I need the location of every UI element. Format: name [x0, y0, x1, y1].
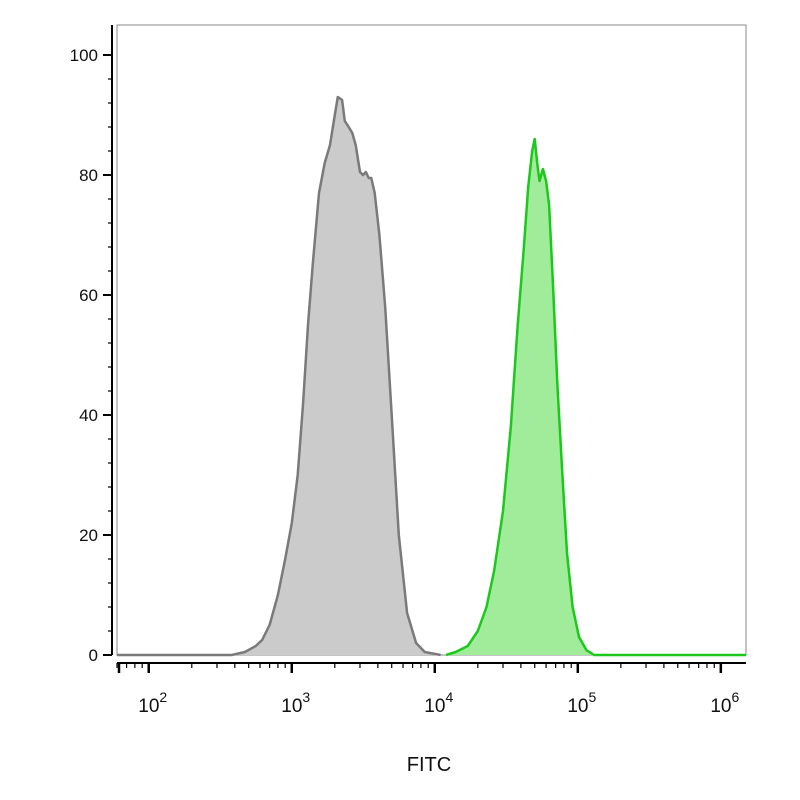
y-tick-label: 20	[79, 526, 98, 545]
series-2-fill	[446, 139, 746, 655]
x-tick-label: 103	[281, 689, 310, 717]
series-1-line	[117, 95, 441, 657]
y-tick-label: 60	[79, 286, 98, 305]
y-tick-label: 80	[79, 166, 98, 185]
x-tick-label: 104	[424, 689, 453, 717]
x-tick-label: 102	[138, 689, 167, 717]
plot-frame	[116, 24, 747, 656]
x-axis-title: FITC	[407, 754, 451, 776]
series-2-line	[445, 137, 746, 657]
y-tick-label: 40	[79, 406, 98, 425]
x-tick-label: 105	[567, 689, 596, 717]
x-tick-label: 106	[710, 689, 739, 717]
y-tick-label: 100	[70, 46, 98, 65]
series-1-fill	[117, 97, 441, 655]
y-tick-label: 0	[89, 646, 98, 665]
